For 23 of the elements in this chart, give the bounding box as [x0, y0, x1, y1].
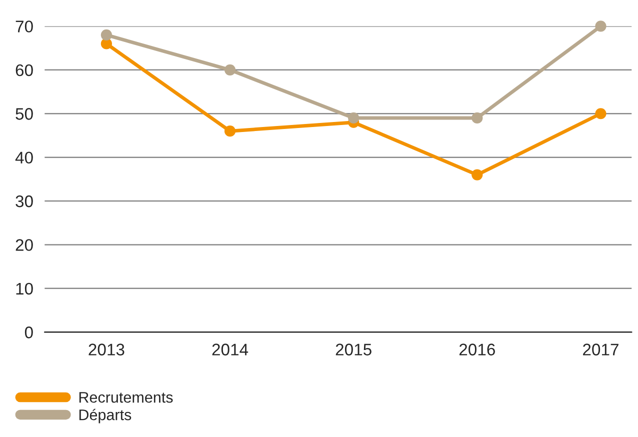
point [595, 108, 606, 120]
point [100, 29, 112, 41]
y-tick-label: 0 [24, 326, 33, 338]
y-tick-label: 50 [16, 108, 33, 120]
y-tick-label: 40 [15, 152, 33, 164]
y-tick-label: 70 [16, 20, 33, 32]
point [472, 169, 483, 180]
legend-label: Départs [79, 408, 132, 424]
point [472, 112, 483, 124]
y-tick-label: 60 [16, 64, 33, 76]
x-tick-label: 2015 [336, 344, 372, 356]
y-tick-label: 30 [16, 195, 33, 208]
x-tick-label: 2016 [459, 344, 495, 356]
x-tick-label: 2017 [583, 344, 618, 356]
point [224, 126, 236, 137]
y-tick-label: 20 [16, 239, 33, 251]
y-tick-label: 10 [16, 282, 33, 295]
point [348, 112, 360, 124]
legend-label: Recrutements [79, 392, 173, 403]
point [224, 64, 236, 76]
point [595, 20, 606, 32]
x-tick-label: 2013 [88, 344, 124, 356]
x-tick-label: 2014 [212, 344, 248, 356]
